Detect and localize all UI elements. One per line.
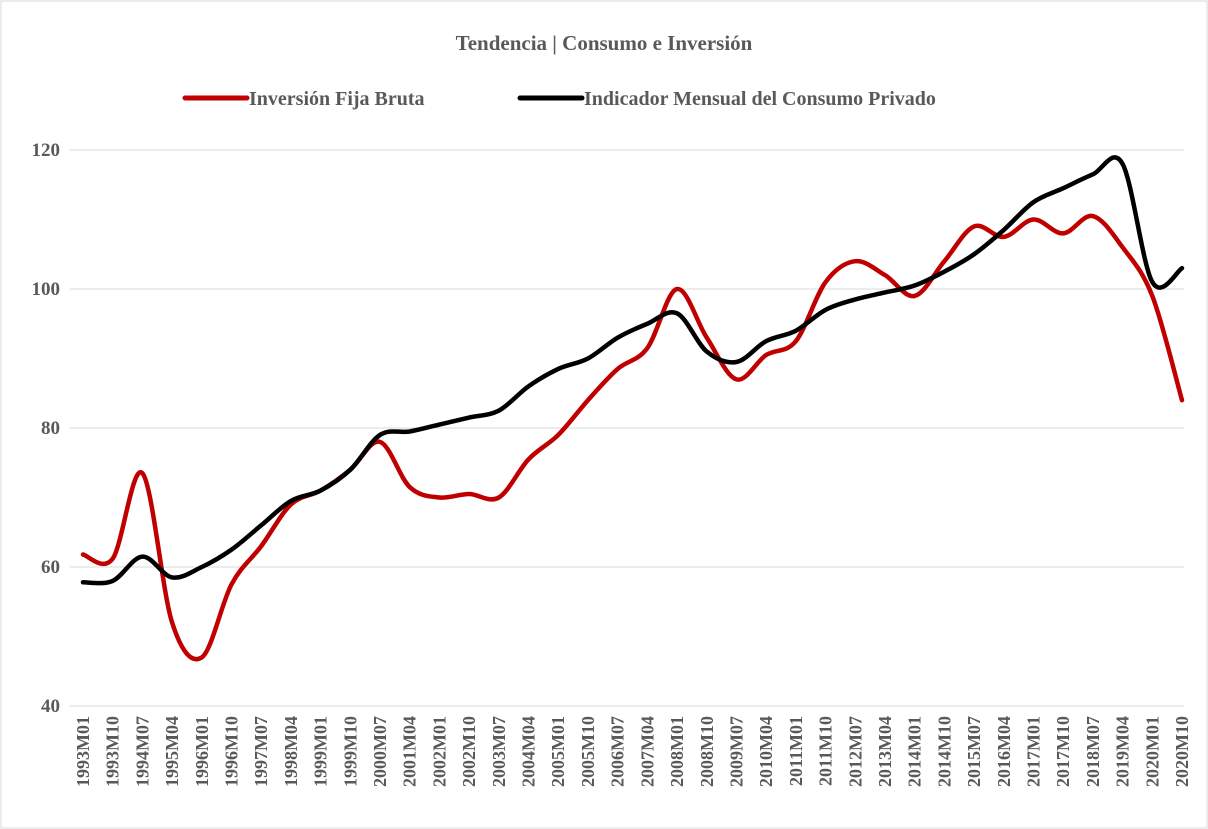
x-tick-label: 1996M10 [222,716,242,787]
chart-title: Tendencia | Consumo e Inversión [456,31,753,55]
x-tick-label: 2012M07 [845,716,865,787]
x-tick-label: 1999M10 [340,716,360,787]
legend-label: Indicador Mensual del Consumo Privado [584,88,936,110]
x-tick-label: 2007M04 [637,716,657,787]
x-tick-label: 2016M04 [994,716,1014,787]
x-tick-label: 1994M07 [132,716,152,787]
x-tick-label: 2008M01 [667,716,687,787]
x-tick-label: 1997M07 [251,716,271,787]
x-tick-label: 2003M07 [489,716,509,787]
x-tick-label: 2004M04 [519,716,539,787]
x-tick-label: 2017M10 [1053,716,1073,787]
y-tick-label: 40 [41,696,60,717]
x-tick-label: 2001M04 [400,716,420,787]
x-tick-label: 2006M07 [608,716,628,787]
y-tick-label: 100 [32,279,61,300]
x-tick-label: 2009M07 [726,716,746,787]
x-tick-label: 2018M07 [1083,716,1103,787]
x-tick-label: 1999M01 [311,716,331,787]
x-tick-label: 2002M01 [429,716,449,787]
legend-label: Inversión Fija Bruta [249,88,425,110]
x-tick-label: 2013M04 [875,716,895,787]
series-line [80,213,1185,662]
x-tick-label: 2000M07 [370,716,390,787]
x-tick-label: 2020M01 [1142,716,1162,787]
x-tick-label: 1993M01 [73,716,93,787]
x-tick-label: 2014M10 [934,716,954,787]
x-tick-label: 2005M10 [578,716,598,787]
x-tick-label: 2015M07 [964,716,984,787]
y-tick-label: 60 [41,557,60,578]
series-line [80,155,1185,586]
x-tick-label: 2019M04 [1113,716,1133,787]
x-tick-label: 2014M01 [905,716,925,787]
y-tick-label: 120 [32,140,61,161]
x-tick-label: 1993M10 [103,716,123,787]
x-tick-label: 2010M04 [756,716,776,787]
x-tick-label: 2005M01 [548,716,568,787]
x-tick-label: 2011M01 [786,716,806,786]
x-tick-label: 2002M10 [459,716,479,787]
x-tick-label: 2020M10 [1172,716,1192,787]
x-tick-label: 2008M10 [697,716,717,787]
x-tick-label: 1998M04 [281,716,301,787]
x-tick-label: 2017M01 [1023,716,1043,787]
x-tick-label: 1996M01 [192,716,212,787]
y-tick-label: 80 [41,418,60,439]
x-tick-label: 2011M10 [816,716,836,786]
x-tick-label: 1995M04 [162,716,182,787]
